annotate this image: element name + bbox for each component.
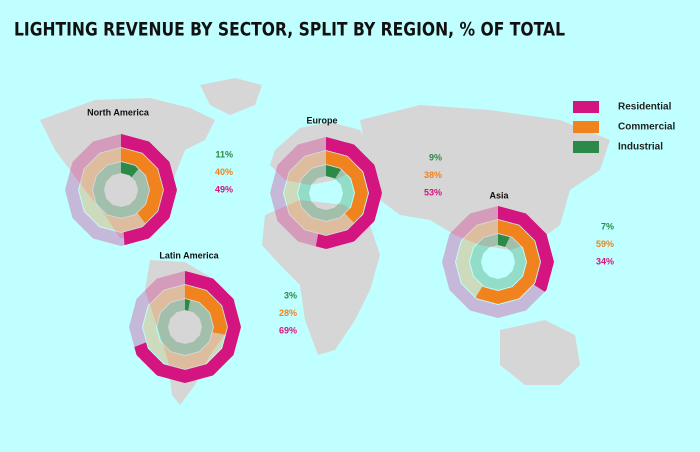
ring-bar	[498, 206, 554, 292]
value-label: 11%	[215, 149, 233, 159]
ring-bar	[185, 299, 191, 311]
ring-bar	[315, 137, 382, 249]
value-label: 3%	[284, 290, 297, 300]
ring-bar	[326, 151, 368, 223]
ring-bar	[326, 165, 341, 179]
legend-label: Commercial	[618, 122, 675, 133]
ring-track	[298, 165, 354, 221]
legend-swatch	[573, 121, 599, 133]
ring-bar	[121, 134, 177, 246]
value-label: 38%	[424, 170, 442, 180]
ring-bar	[121, 162, 139, 178]
value-label: 7%	[601, 221, 614, 231]
legend-label: Residential	[618, 102, 672, 113]
ring-track	[93, 162, 149, 218]
value-label: 34%	[596, 256, 614, 266]
ring-bar	[498, 234, 510, 247]
value-label: 49%	[215, 184, 233, 194]
legend-swatch	[573, 141, 599, 153]
ring-bar	[121, 148, 163, 224]
ring-track	[470, 234, 526, 290]
value-label: 28%	[279, 308, 297, 318]
ring-track	[157, 299, 213, 355]
region-title: Latin America	[159, 250, 219, 260]
ring-bar	[185, 285, 227, 335]
value-label: 9%	[429, 152, 442, 162]
page-title: LIGHTING REVENUE BY SECTOR, SPLIT BY REG…	[14, 19, 565, 41]
region-title: North America	[87, 107, 150, 117]
region-title: Europe	[306, 115, 337, 125]
region-title: Asia	[489, 190, 509, 200]
legend-label: Industrial	[618, 142, 663, 153]
value-label: 69%	[279, 325, 297, 335]
value-label: 53%	[424, 187, 442, 197]
value-label: 40%	[215, 167, 233, 177]
value-label: 59%	[596, 239, 614, 249]
legend-swatch	[573, 101, 599, 113]
ring-bar	[475, 220, 540, 304]
